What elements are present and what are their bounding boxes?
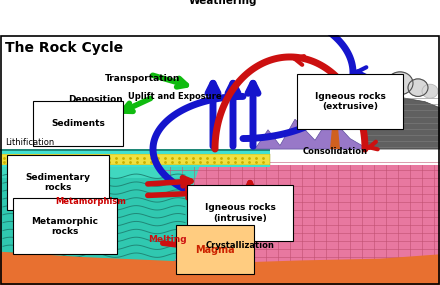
Text: Metamorphic
rocks: Metamorphic rocks <box>32 217 99 236</box>
Text: Melting: Melting <box>148 235 187 244</box>
Text: Sedimentary
rocks: Sedimentary rocks <box>26 173 91 192</box>
Text: Crystallization: Crystallization <box>205 241 275 250</box>
Polygon shape <box>255 117 368 149</box>
Polygon shape <box>0 165 270 168</box>
Text: Metamorphism: Metamorphism <box>55 197 126 206</box>
Text: Igneous rocks
(extrusive): Igneous rocks (extrusive) <box>315 92 385 111</box>
Polygon shape <box>0 165 440 285</box>
Text: Transportation: Transportation <box>105 74 180 84</box>
Text: Deposition: Deposition <box>68 95 123 103</box>
Polygon shape <box>0 252 440 285</box>
Text: Consolidation: Consolidation <box>303 147 367 156</box>
Text: Magma: Magma <box>195 245 235 255</box>
Polygon shape <box>0 151 270 154</box>
Circle shape <box>375 79 395 96</box>
Text: Uplift and Exposure: Uplift and Exposure <box>128 92 222 101</box>
Polygon shape <box>160 165 440 285</box>
Polygon shape <box>0 154 270 165</box>
Text: The Rock Cycle: The Rock Cycle <box>5 41 123 55</box>
Polygon shape <box>365 96 440 149</box>
Text: Igneous rocks
(intrusive): Igneous rocks (intrusive) <box>205 203 275 223</box>
Polygon shape <box>0 178 190 267</box>
Text: Weathering: Weathering <box>189 0 257 6</box>
Text: Sediments: Sediments <box>51 119 105 128</box>
Circle shape <box>408 79 428 96</box>
Circle shape <box>422 84 438 98</box>
Polygon shape <box>330 117 340 149</box>
Polygon shape <box>0 149 270 151</box>
Text: Lithification: Lithification <box>5 139 54 147</box>
Circle shape <box>387 72 413 95</box>
